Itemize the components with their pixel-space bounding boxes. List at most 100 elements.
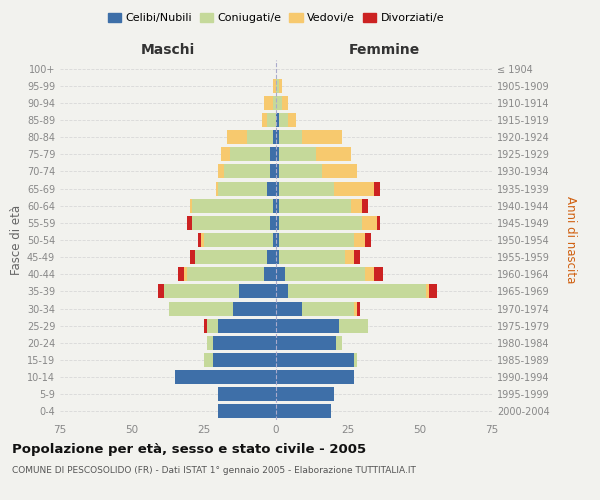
Bar	[187, 268, 265, 281]
Bar	[302, 130, 342, 144]
Bar	[265, 268, 276, 281]
Bar	[279, 216, 362, 230]
Bar	[230, 148, 270, 162]
Bar	[276, 164, 279, 178]
Bar	[273, 130, 276, 144]
Bar	[221, 148, 230, 162]
Bar	[276, 182, 279, 196]
Bar	[204, 318, 207, 332]
Bar	[279, 130, 302, 144]
Bar	[204, 353, 212, 367]
Bar	[204, 233, 273, 247]
Bar	[365, 268, 374, 281]
Text: COMUNE DI PESCOSOLIDO (FR) - Dati ISTAT 1° gennaio 2005 - Elaborazione TUTTITALI: COMUNE DI PESCOSOLIDO (FR) - Dati ISTAT …	[12, 466, 416, 475]
Bar	[354, 302, 356, 316]
Bar	[193, 216, 270, 230]
Bar	[276, 216, 279, 230]
Bar	[218, 388, 276, 402]
Bar	[184, 268, 187, 281]
Bar	[198, 233, 201, 247]
Bar	[276, 250, 279, 264]
Bar	[284, 268, 365, 281]
Bar	[334, 182, 374, 196]
Bar	[169, 302, 233, 316]
Bar	[279, 148, 316, 162]
Bar	[282, 96, 287, 110]
Bar	[356, 302, 359, 316]
Bar	[276, 302, 302, 316]
Bar	[273, 233, 276, 247]
Bar	[302, 302, 354, 316]
Bar	[279, 250, 345, 264]
Bar	[374, 182, 380, 196]
Bar	[268, 182, 276, 196]
Bar	[239, 284, 276, 298]
Bar	[233, 302, 276, 316]
Bar	[193, 198, 273, 212]
Y-axis label: Fasce di età: Fasce di età	[10, 205, 23, 275]
Bar	[276, 113, 279, 127]
Bar	[196, 250, 268, 264]
Bar	[270, 216, 276, 230]
Bar	[426, 284, 428, 298]
Bar	[276, 370, 354, 384]
Bar	[227, 130, 247, 144]
Bar	[377, 216, 380, 230]
Bar	[187, 216, 193, 230]
Bar	[175, 370, 276, 384]
Bar	[212, 336, 276, 350]
Bar	[224, 164, 270, 178]
Bar	[158, 284, 164, 298]
Bar	[362, 216, 377, 230]
Bar	[374, 268, 383, 281]
Bar	[218, 164, 224, 178]
Bar	[287, 113, 296, 127]
Bar	[273, 96, 276, 110]
Bar	[276, 148, 279, 162]
Bar	[207, 336, 212, 350]
Bar	[276, 336, 337, 350]
Bar	[428, 284, 437, 298]
Y-axis label: Anni di nascita: Anni di nascita	[563, 196, 577, 284]
Text: Femmine: Femmine	[349, 42, 419, 56]
Bar	[218, 404, 276, 418]
Bar	[215, 182, 218, 196]
Bar	[276, 284, 287, 298]
Bar	[337, 336, 342, 350]
Bar	[276, 78, 279, 92]
Bar	[354, 353, 356, 367]
Bar	[268, 113, 276, 127]
Bar	[164, 284, 239, 298]
Bar	[247, 130, 273, 144]
Bar	[279, 164, 322, 178]
Bar	[322, 164, 356, 178]
Bar	[270, 164, 276, 178]
Bar	[276, 318, 340, 332]
Bar	[365, 233, 371, 247]
Bar	[287, 284, 426, 298]
Bar	[354, 233, 365, 247]
Bar	[279, 233, 354, 247]
Bar	[276, 198, 279, 212]
Bar	[262, 113, 268, 127]
Bar	[279, 113, 287, 127]
Legend: Celibi/Nubili, Coniugati/e, Vedovi/e, Divorziati/e: Celibi/Nubili, Coniugati/e, Vedovi/e, Di…	[103, 8, 449, 28]
Bar	[212, 353, 276, 367]
Bar	[276, 130, 279, 144]
Bar	[268, 250, 276, 264]
Bar	[276, 268, 284, 281]
Bar	[273, 78, 276, 92]
Bar	[276, 388, 334, 402]
Bar	[279, 198, 351, 212]
Bar	[279, 182, 334, 196]
Bar	[276, 404, 331, 418]
Bar	[351, 198, 362, 212]
Text: Maschi: Maschi	[141, 42, 195, 56]
Bar	[354, 250, 359, 264]
Bar	[279, 78, 282, 92]
Bar	[340, 318, 368, 332]
Bar	[276, 353, 354, 367]
Bar	[190, 250, 196, 264]
Bar	[190, 198, 193, 212]
Bar	[178, 268, 184, 281]
